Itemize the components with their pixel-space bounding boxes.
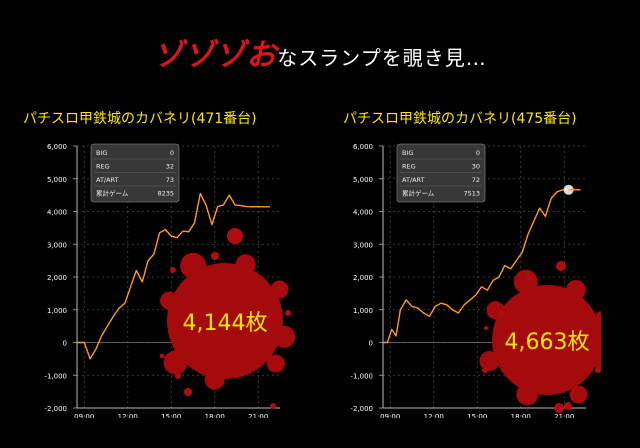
y-tick-label: -2,000	[350, 405, 373, 413]
y-tick-label: 2,000	[353, 274, 373, 282]
y-tick-label: 0	[63, 340, 67, 348]
x-tick-label: 09:00	[74, 413, 94, 418]
slump-chart-475: -2,000 -1,000 0 1,000 2,000 3,000 4,000 5,000 6,…	[350, 143, 601, 418]
x-tick-label: 12:00	[118, 413, 138, 418]
splat-drop	[484, 326, 488, 330]
y-tick-label: 1,000	[353, 307, 373, 315]
stats-label: AT/ART	[402, 176, 425, 184]
y-tick-label: 5,000	[353, 176, 373, 184]
stats-value: 0	[170, 149, 174, 157]
splat-core	[492, 285, 601, 395]
splat-drop	[227, 228, 243, 244]
x-tick-label: 18:00	[205, 413, 225, 418]
splat-drop	[159, 353, 165, 359]
y-tick-label: 3,000	[47, 241, 67, 249]
splat-core	[167, 263, 283, 379]
x-tick-label: 21:00	[248, 413, 268, 418]
splat-drop	[280, 286, 284, 290]
splat-drop	[175, 373, 181, 379]
y-tick-label: 4,000	[47, 209, 67, 217]
stats-label: REG	[96, 163, 110, 171]
stats-label: BIG	[96, 149, 107, 157]
headline: ゾゾゾおなスランプを覗き見…	[0, 30, 640, 74]
splat-drop	[270, 403, 276, 409]
stats-label: 累計ゲーム	[96, 189, 129, 198]
headline-red-text: ゾゾゾお	[153, 38, 278, 73]
splat-drop	[211, 252, 219, 260]
headline-white-text: なスランプを覗き見…	[277, 46, 487, 70]
stats-value: 72	[472, 176, 480, 184]
x-tick-label: 09:00	[380, 413, 400, 418]
stats-value: 73	[166, 176, 174, 184]
splat-lobe	[479, 350, 500, 371]
splat-drop	[556, 261, 566, 271]
stats-label: REG	[402, 163, 416, 171]
splat-lobe	[270, 280, 289, 299]
chart-title-471: パチスロ甲鉄城のカバネリ(471番台)	[23, 111, 257, 127]
splat-drop	[554, 403, 564, 413]
splat-drop	[498, 310, 504, 316]
splat-lobe	[163, 350, 188, 375]
end-marker	[563, 184, 574, 195]
splat-lobe	[235, 254, 256, 275]
stats-label: 累計ゲーム	[402, 189, 435, 198]
stats-value: 7513	[463, 190, 480, 198]
y-tick-label: 0	[369, 340, 373, 348]
series-line	[383, 189, 569, 344]
y-tick-label: 5,000	[47, 176, 67, 184]
stats-label: AT/ART	[96, 176, 119, 184]
splat-lobe	[180, 252, 207, 279]
splat-lobe	[160, 291, 179, 310]
splat-lobe	[592, 350, 601, 371]
blood-splat	[159, 228, 295, 409]
y-tick-label: -1,000	[44, 372, 67, 380]
chart-title-475: パチスロ甲鉄城のカバネリ(475番台)	[343, 111, 577, 127]
x-tick-label: 15:00	[467, 413, 487, 418]
splat-lobe	[266, 354, 285, 373]
y-tick-label: 2,000	[47, 274, 67, 282]
y-tick-label: 3,000	[353, 241, 373, 249]
splat-drop	[184, 388, 192, 396]
splat-lobe	[569, 385, 588, 404]
splat-drop	[170, 267, 176, 273]
result-label: 4,663枚	[505, 330, 590, 355]
stats-box	[90, 143, 180, 203]
splat-lobe	[593, 310, 601, 329]
splat-drop	[595, 367, 601, 373]
series-line	[77, 192, 270, 360]
splat-drop	[526, 274, 532, 280]
splat-lobe	[516, 383, 539, 406]
y-tick-label: 4,000	[353, 209, 373, 217]
stats-value: 0	[476, 149, 480, 157]
slump-chart-471: -2,000 -1,000 0 1,000 2,000 3,000 4,000 5,000 6,…	[44, 143, 295, 418]
splat-drop	[285, 310, 291, 316]
stats-box	[396, 143, 486, 203]
blood-splat	[479, 261, 601, 413]
y-tick-label: -2,000	[44, 405, 67, 413]
splat-lobe	[273, 325, 295, 348]
y-tick-label: -1,000	[350, 372, 373, 380]
x-tick-label: 18:00	[511, 413, 531, 418]
x-tick-label: 21:00	[554, 413, 574, 418]
x-tick-label: 15:00	[161, 413, 181, 418]
splat-drop	[482, 367, 488, 373]
y-tick-label: 6,000	[47, 143, 67, 151]
splat-lobe	[204, 369, 225, 390]
x-tick-label: 12:00	[424, 413, 444, 418]
stats-value: 30	[472, 163, 480, 171]
stats-label: BIG	[402, 149, 413, 157]
stats-value: 32	[166, 163, 174, 171]
result-label: 4,144枚	[183, 311, 268, 336]
splat-drop	[564, 402, 572, 410]
y-tick-label: 6,000	[353, 143, 373, 151]
stats-value: 8235	[157, 190, 174, 198]
splat-lobe	[565, 279, 586, 300]
y-tick-label: 1,000	[47, 307, 67, 315]
splat-lobe	[513, 269, 538, 294]
